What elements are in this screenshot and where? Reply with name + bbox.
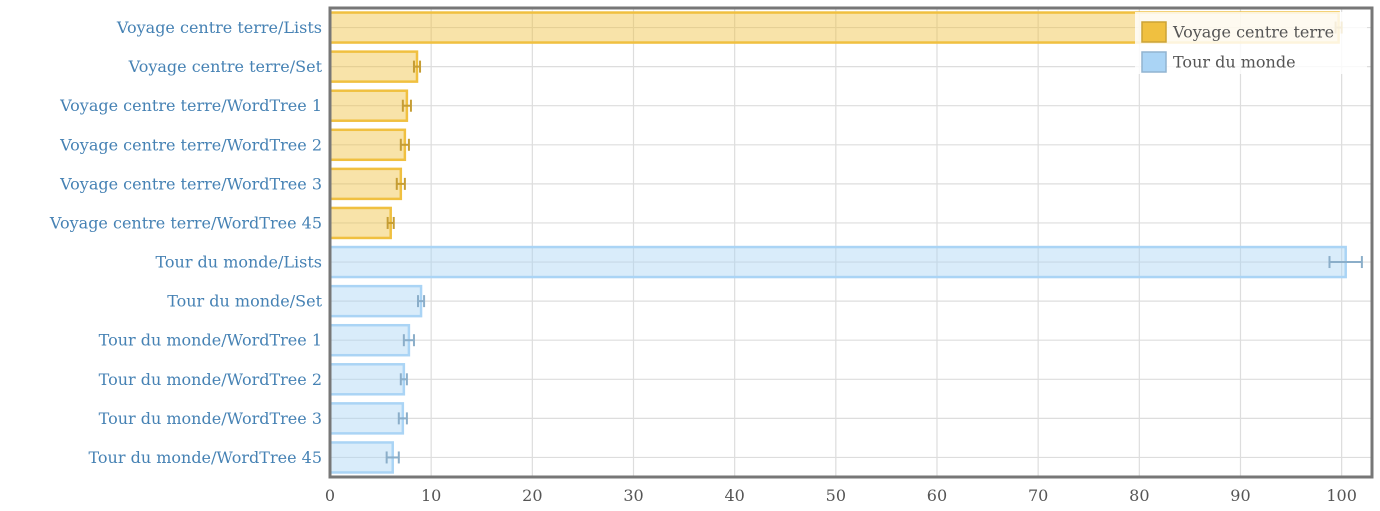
- x-tick-label: 0: [325, 486, 335, 505]
- bar: [328, 441, 394, 474]
- legend-label: Tour du monde: [1173, 53, 1296, 72]
- category-label: Tour du monde/WordTree 1: [99, 331, 322, 350]
- bar: [328, 128, 407, 162]
- x-tick-label: 60: [927, 486, 947, 505]
- x-tick-label: 90: [1230, 486, 1250, 505]
- bars: [328, 11, 1347, 474]
- grid-lines: [329, 8, 1372, 477]
- bar: [328, 363, 406, 396]
- x-tick-label: 70: [1028, 486, 1048, 505]
- x-tick-label: 30: [623, 486, 643, 505]
- bar: [328, 206, 392, 240]
- legend-label: Voyage centre terre: [1172, 23, 1334, 42]
- legend-box: [1135, 12, 1367, 74]
- x-tick-labels: 0 10 20 30 40 50 60 70 80 90 100: [325, 486, 1357, 505]
- bar: [328, 323, 411, 357]
- category-label: Tour du monde/WordTree 3: [99, 409, 322, 428]
- category-label: Voyage centre terre/Lists: [116, 18, 322, 37]
- category-label: Voyage centre terre/WordTree 2: [59, 135, 322, 154]
- legend-swatch: [1141, 21, 1167, 43]
- bar: [328, 167, 403, 201]
- category-label: Voyage centre terre/Set: [128, 57, 323, 76]
- x-tick-label: 50: [826, 486, 846, 505]
- x-tick-label: 40: [724, 486, 744, 505]
- error-bars: [385, 21, 1363, 464]
- category-label: Tour du monde/Set: [167, 292, 322, 311]
- x-tick-label: 20: [522, 486, 542, 505]
- bar: [328, 89, 409, 122]
- legend: Voyage centre terre Tour du monde: [1135, 12, 1367, 74]
- x-tick-label: 100: [1326, 486, 1357, 505]
- bar: [328, 245, 1347, 279]
- x-tick-label: 10: [421, 486, 441, 505]
- category-label: Voyage centre terre/WordTree 3: [59, 174, 322, 193]
- category-label: Tour du monde/Lists: [155, 253, 322, 272]
- bar: [328, 284, 423, 318]
- x-tick-label: 80: [1129, 486, 1149, 505]
- category-label: Tour du monde/WordTree 2: [99, 370, 322, 389]
- legend-swatch: [1141, 51, 1167, 73]
- category-labels: Voyage centre terre/Lists Voyage centre t…: [49, 18, 323, 467]
- category-label: Voyage centre terre/WordTree 45: [49, 213, 322, 232]
- category-label: Voyage centre terre/WordTree 1: [59, 96, 322, 115]
- plot-frame: [328, 6, 1374, 479]
- category-label: Tour du monde/WordTree 45: [88, 448, 322, 467]
- bar: [328, 50, 419, 83]
- bar: [328, 402, 405, 435]
